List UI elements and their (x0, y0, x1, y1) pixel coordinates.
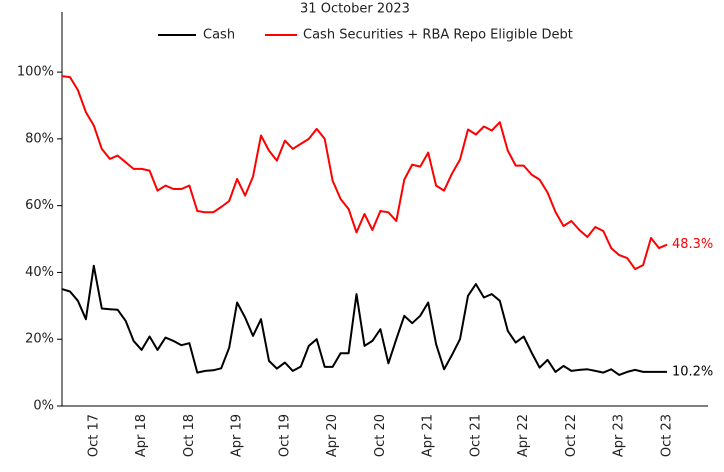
x-tick-label: Apr 22 (516, 414, 531, 457)
x-tick-label: Oct 18 (182, 414, 197, 457)
y-tick-label: 100% (17, 65, 54, 80)
legend-label: Cash Securities + RBA Repo Eligible Debt (303, 28, 573, 43)
x-tick-label: Apr 19 (230, 414, 245, 457)
end-label: 10.2% (672, 364, 713, 379)
x-tick-label: Apr 20 (325, 414, 340, 457)
x-tick-label: Apr 21 (421, 414, 436, 457)
x-tick-label: Oct 20 (373, 414, 388, 457)
series-line (61, 264, 667, 376)
y-tick-label: 80% (25, 131, 54, 146)
y-tick-label: 0% (33, 399, 54, 414)
x-tick-label: Oct 22 (564, 414, 579, 457)
series-line (61, 75, 668, 271)
end-label: 48.3% (672, 237, 713, 252)
x-tick-label: Apr 18 (134, 414, 149, 457)
x-tick-label: Oct 23 (659, 414, 674, 457)
y-tick-label: 60% (25, 198, 54, 213)
y-tick-label: 40% (25, 265, 54, 280)
x-tick-label: Oct 17 (86, 414, 101, 457)
x-tick-label: Oct 19 (277, 414, 292, 457)
legend-label: Cash (203, 28, 235, 43)
y-tick-label: 20% (25, 332, 54, 347)
x-tick-label: Apr 23 (612, 414, 627, 457)
chart-subtitle: 31 October 2023 (300, 2, 410, 17)
x-tick-label: Oct 21 (468, 414, 483, 457)
